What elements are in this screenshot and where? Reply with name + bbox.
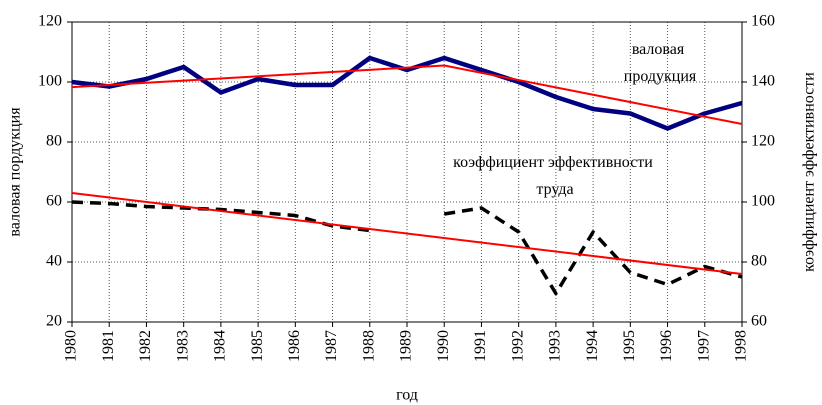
data-line [71,64,743,125]
series-label: коэффициент эффективности труда [453,154,657,198]
x-tick-label: 1981 [100,330,117,362]
x-tick-label: 1983 [174,330,191,362]
x-tick-label: 1988 [360,330,377,362]
x-tick-label: 1990 [435,330,452,362]
x-axis-label: год [396,387,418,404]
y-tick-label: 120 [38,13,62,30]
x-tick-label: 1998 [733,330,750,362]
x-tick-label: 1984 [212,330,229,362]
y2-tick-label: 100 [751,193,775,210]
data-line [71,55,743,131]
x-tick-label: 1985 [249,330,266,362]
y2-tick-label: 160 [751,13,775,30]
series-label: валовая продукция [624,41,697,85]
y-tick-label: 100 [38,73,62,90]
y-axis-label: валовая пордукция [7,107,24,237]
x-tick-label: 1982 [137,330,154,362]
data-line [71,200,370,233]
x-tick-label: 1992 [509,330,526,362]
x-tick-label: 1991 [472,330,489,362]
y-tick-label: 20 [46,313,62,330]
y2-tick-label: 60 [751,313,767,330]
y2-tick-label: 80 [751,253,767,270]
x-tick-label: 1993 [547,330,564,362]
x-tick-label: 1997 [695,330,712,362]
data-line [71,192,743,275]
plot-frame [71,21,743,323]
x-tick-label: 1980 [63,330,80,362]
x-tick-label: 1995 [621,330,638,362]
y2-axis-label: коэффициент эффективности [801,72,818,272]
data-line [443,206,743,296]
y-tick-label: 80 [46,133,62,150]
y2-tick-label: 140 [751,73,775,90]
y2-tick-label: 120 [751,133,775,150]
y-tick-label: 40 [46,253,62,270]
x-tick-label: 1996 [658,330,675,362]
x-tick-label: 1989 [398,330,415,362]
y-tick-label: 60 [46,193,62,210]
x-tick-label: 1994 [584,330,601,362]
x-tick-label: 1987 [323,330,340,362]
x-tick-label: 1986 [286,330,303,362]
